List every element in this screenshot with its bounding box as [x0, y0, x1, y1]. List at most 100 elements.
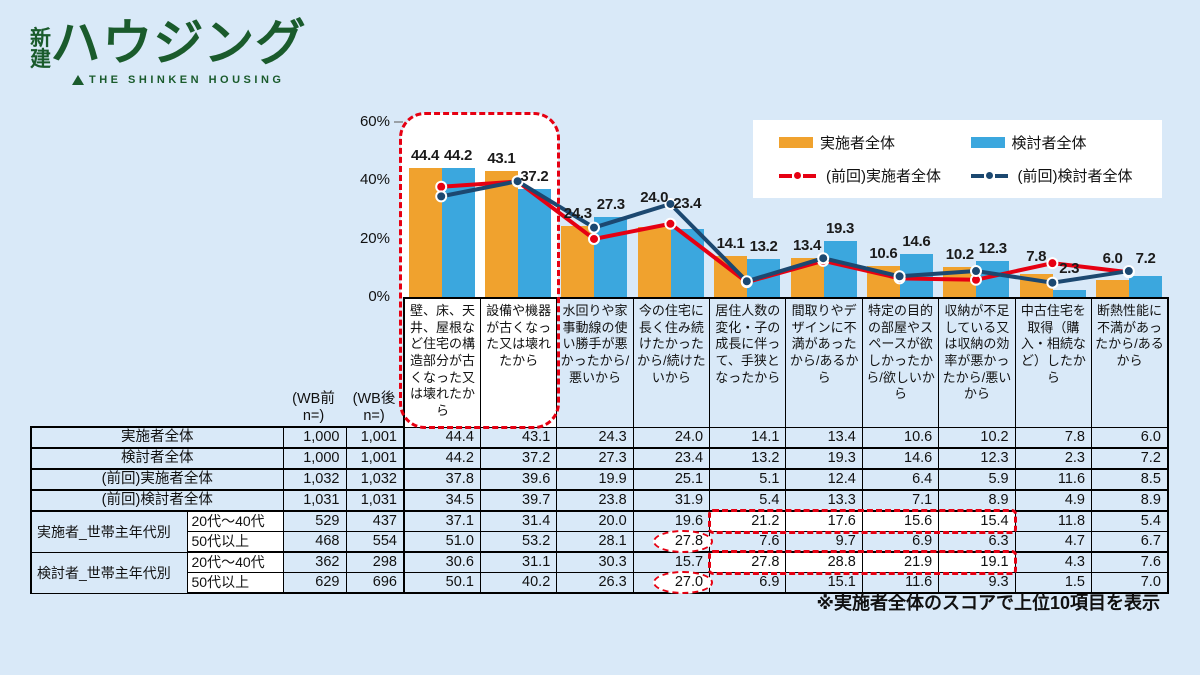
value-text: 12.4 [827, 471, 856, 487]
n-before-cell: 1,032 [282, 468, 347, 491]
value-cell: 6.9 [861, 531, 940, 553]
row-group-label: 実施者_世帯主年代別 [30, 510, 188, 553]
line-marker [588, 232, 600, 245]
value-cell: 6.7 [1091, 531, 1169, 553]
value-text: 44.4 [445, 428, 474, 445]
legend-bar-swatch [970, 137, 1005, 148]
value-cell: 7.0 [1091, 572, 1169, 594]
value-text: 8.9 [988, 492, 1009, 508]
n-col-header-1: (WB後 n=) [345, 391, 403, 425]
value-text: 44.2 [445, 450, 474, 466]
value-text: 27.8 [674, 533, 704, 549]
legend-bar-swatch [779, 137, 813, 148]
category-header: 特定の目的の部屋やスペースが欲しかったから/欲しいから [861, 297, 940, 428]
value-text: 8.9 [1140, 492, 1161, 508]
value-text: 6.9 [759, 574, 780, 590]
value-text: 6.0 [1140, 428, 1161, 445]
row-sub-label: 20代〜40代 [186, 551, 284, 573]
n-before-cell: 362 [282, 551, 347, 573]
value-text: 19.1 [980, 554, 1009, 570]
value-text: 15.4 [980, 513, 1009, 529]
bar-value-label: 7.2 [1135, 250, 1156, 268]
value-ellipse-highlight [653, 571, 714, 594]
value-cell: 27.3 [556, 447, 634, 470]
value-text: 17.6 [827, 513, 856, 529]
n-after-cell: 1,032 [345, 468, 405, 491]
n-before-cell: 1,031 [282, 489, 347, 512]
value-cell: 53.2 [479, 531, 558, 553]
value-cell: 25.1 [632, 468, 711, 491]
logo-mark-bottom: 建 [30, 48, 51, 72]
bar-jisshisha [1096, 279, 1130, 297]
value-cell: 37.1 [402, 510, 481, 532]
legend-line-swatch-part [803, 173, 816, 178]
value-cell: 15.6 [861, 510, 940, 532]
n-after-cell: 554 [345, 531, 405, 553]
value-text: 43.1 [522, 428, 551, 445]
value-cell: 44.2 [402, 447, 481, 470]
y-axis-tick-label: 60% [359, 113, 390, 130]
legend-item-0: 実施者全体 [779, 132, 971, 153]
n-before-cell: 1,000 [282, 447, 347, 470]
value-cell: 7.6 [1091, 551, 1169, 573]
value-text: 37.1 [445, 513, 474, 529]
value-cell: 28.8 [785, 551, 863, 573]
value-text: 19.9 [598, 471, 627, 487]
value-cell: 7.8 [1014, 426, 1093, 449]
value-text: 39.6 [522, 471, 551, 487]
bar-value-label: 44.4 [411, 146, 439, 164]
bar-value-label: 24.3 [563, 205, 592, 223]
value-text: 37.8 [445, 471, 474, 487]
category-header: 水回りや家事動線の使い勝手が悪かったから/悪いから [556, 297, 634, 428]
value-text: 7.6 [1140, 554, 1161, 570]
bar-kentosha [517, 188, 551, 297]
value-cell: 15.4 [938, 510, 1016, 532]
previous-wave-lines [435, 175, 1135, 289]
value-text: 21.2 [751, 513, 780, 529]
legend-line-swatch-part [779, 173, 792, 178]
line-prev-kentosha [440, 179, 1130, 285]
value-cell: 14.1 [709, 426, 787, 449]
value-cell: 5.4 [1091, 510, 1169, 532]
data-table: 壁、床、天井、屋根など住宅の構造部分が古くなった又は壊れたから 設備や機器が古くな… [30, 297, 1169, 594]
category-header: 設備や機器が古くなった又は壊れたから [479, 297, 558, 428]
value-cell: 5.4 [709, 489, 787, 512]
value-cell: 7.2 [1091, 447, 1169, 470]
row-label: 実施者全体 [30, 426, 284, 449]
value-cell: 10.2 [938, 426, 1016, 449]
value-cell: 13.4 [785, 426, 863, 449]
value-text: 31.9 [674, 492, 704, 508]
value-text: 26.3 [598, 574, 627, 590]
value-cell: 11.8 [1014, 510, 1093, 532]
category-header: 今の住宅に長く住み続けたかったから/続けたいから [632, 297, 711, 428]
n-col-header-line1: (WB後 [352, 391, 396, 407]
value-text: 30.6 [445, 554, 474, 570]
line-marker [817, 252, 830, 265]
logo-row: 新 建 ハウジング [30, 15, 307, 72]
line-marker [435, 190, 448, 203]
value-cell: 31.4 [479, 510, 558, 532]
value-text: 27.0 [674, 574, 704, 590]
n-col-header-line1: (WB前 [292, 391, 335, 407]
value-cell: 8.9 [938, 489, 1016, 512]
value-cell: 6.9 [709, 572, 787, 594]
value-cell: 9.7 [785, 531, 863, 553]
bar-value-label: 14.1 [716, 234, 745, 252]
value-text: 14.6 [904, 450, 933, 466]
legend-item-1: 検討者全体 [970, 132, 1163, 153]
value-cell: 6.0 [1091, 426, 1169, 449]
row-label: (前回)検討者全体 [30, 489, 284, 512]
n-after-cell: 1,001 [345, 447, 405, 470]
line-marker [1046, 257, 1059, 270]
value-cell: 14.6 [861, 447, 940, 470]
value-text: 34.5 [445, 492, 474, 508]
value-cell: 11.6 [1014, 468, 1093, 491]
value-cell: 20.0 [556, 510, 634, 532]
value-text: 6.4 [912, 471, 933, 487]
legend-label: (前回)実施者全体 [826, 168, 941, 185]
legend-label: 実施者全体 [820, 135, 896, 152]
value-text: 20.0 [598, 513, 627, 529]
value-cell: 10.6 [861, 426, 940, 449]
value-cell: 27.8 [709, 551, 787, 573]
